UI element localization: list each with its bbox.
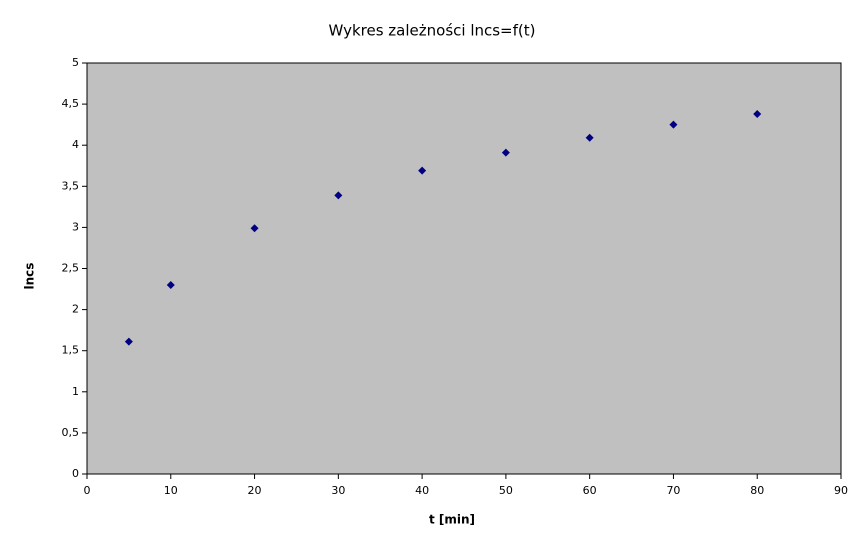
- data-point: [669, 120, 678, 129]
- data-point: [753, 109, 762, 118]
- x-tick-label: 60: [583, 484, 597, 497]
- y-tick-label: 2,5: [62, 262, 80, 275]
- data-point: [501, 148, 510, 157]
- x-tick-label: 90: [834, 484, 848, 497]
- data-point: [250, 224, 259, 233]
- data-point: [334, 191, 343, 200]
- y-tick-label: 3,5: [62, 179, 80, 192]
- y-tick-label: 0,5: [62, 426, 80, 439]
- x-axis-label: t [min]: [429, 513, 475, 527]
- y-tick-label: 4,5: [62, 97, 80, 110]
- y-tick-label: 3: [72, 220, 79, 233]
- x-tick-label: 50: [499, 484, 513, 497]
- x-tick-label: 70: [666, 484, 680, 497]
- data-point: [585, 133, 594, 142]
- y-tick-label: 4: [72, 138, 79, 151]
- chart-title: Wykres zależności lncs=f(t): [329, 22, 536, 40]
- plot-area: [86, 62, 842, 475]
- y-tick-label: 0: [72, 467, 79, 480]
- x-tick-label: 30: [331, 484, 345, 497]
- x-tick-label: 40: [415, 484, 429, 497]
- y-tick-label: 1: [72, 385, 79, 398]
- x-tick-label: 0: [84, 484, 91, 497]
- x-tick-label: 20: [248, 484, 262, 497]
- data-point: [418, 166, 427, 175]
- x-tick-label: 10: [164, 484, 178, 497]
- y-tick-label: 1,5: [62, 344, 80, 357]
- data-point: [166, 280, 175, 289]
- y-tick-label: 2: [72, 303, 79, 316]
- y-axis-label: lncs: [23, 263, 37, 290]
- data-point: [124, 337, 133, 346]
- y-tick-label: 5: [72, 56, 79, 69]
- x-tick-label: 80: [750, 484, 764, 497]
